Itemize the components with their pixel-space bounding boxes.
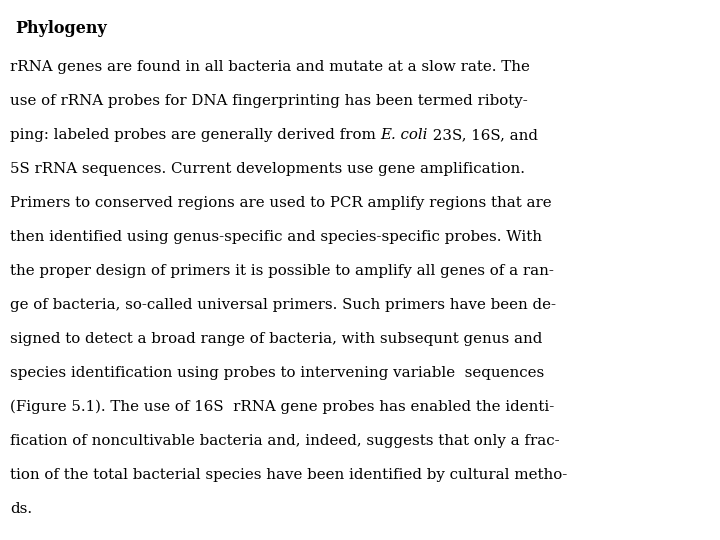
Text: then identified using genus-specific and species-specific probes. With: then identified using genus-specific and… [10, 230, 542, 244]
Text: ge of bacteria, so-called universal primers. Such primers have been de-: ge of bacteria, so-called universal prim… [10, 298, 556, 312]
Text: species identification using probes to intervening variable  sequences: species identification using probes to i… [10, 366, 544, 380]
Text: (Figure 5.1). The use of 16S  rRNA gene probes has enabled the identi-: (Figure 5.1). The use of 16S rRNA gene p… [10, 400, 554, 414]
Text: signed to detect a broad range of bacteria, with subsequnt genus and: signed to detect a broad range of bacter… [10, 332, 542, 346]
Text: Phylogeny: Phylogeny [15, 20, 107, 37]
Text: 23S, 16S, and: 23S, 16S, and [428, 128, 538, 142]
Text: E. coli: E. coli [381, 128, 428, 142]
Text: ds.: ds. [10, 502, 32, 516]
Text: ping: labeled probes are generally derived from: ping: labeled probes are generally deriv… [10, 128, 381, 142]
Text: 5S rRNA sequences. Current developments use gene amplification.: 5S rRNA sequences. Current developments … [10, 162, 525, 176]
Text: Primers to conserved regions are used to PCR amplify regions that are: Primers to conserved regions are used to… [10, 196, 552, 210]
Text: the proper design of primers it is possible to amplify all genes of a ran-: the proper design of primers it is possi… [10, 264, 554, 278]
Text: use of rRNA probes for DNA fingerprinting has been termed riboty-: use of rRNA probes for DNA fingerprintin… [10, 94, 528, 108]
Text: fication of noncultivable bacteria and, indeed, suggests that only a frac-: fication of noncultivable bacteria and, … [10, 434, 559, 448]
Text: rRNA genes are found in all bacteria and mutate at a slow rate. The: rRNA genes are found in all bacteria and… [10, 60, 530, 74]
Text: tion of the total bacterial species have been identified by cultural metho-: tion of the total bacterial species have… [10, 468, 567, 482]
